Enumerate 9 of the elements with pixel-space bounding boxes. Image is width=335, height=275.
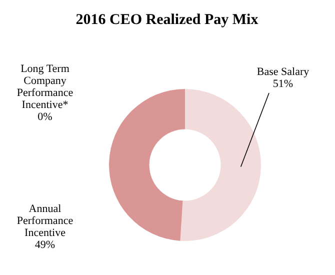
- data-label: 49%: [34, 239, 56, 251]
- donut-slice: [180, 89, 261, 241]
- slice-label: Annual Performance Incentive: [16, 203, 74, 239]
- chart-title: 2016 CEO Realized Pay Mix: [76, 12, 259, 28]
- donut-slice: [109, 89, 185, 241]
- category-label: Long Term Company Performance Incentive*: [16, 63, 74, 111]
- slice-label: Base Salary: [256, 66, 310, 78]
- text: 0%: [38, 111, 52, 123]
- data-label: 51%: [272, 78, 294, 90]
